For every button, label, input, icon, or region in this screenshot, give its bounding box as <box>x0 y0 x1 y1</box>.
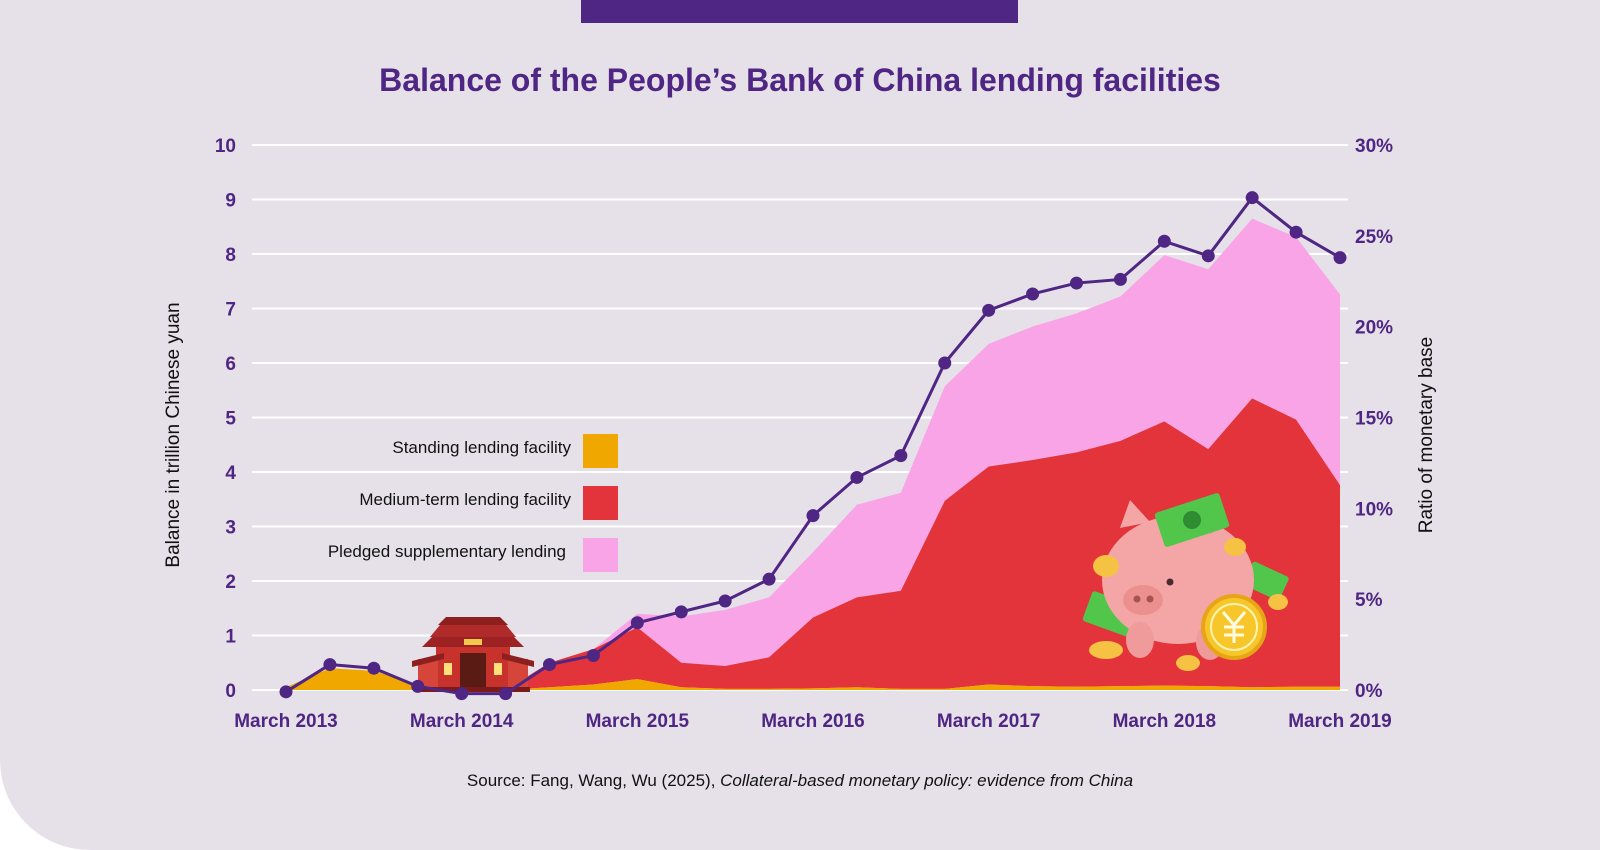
ratio-point <box>806 509 820 523</box>
ratio-point <box>982 303 996 317</box>
ratio-point <box>894 449 908 463</box>
ratio-point <box>938 356 952 370</box>
ratio-point <box>367 661 381 675</box>
legend: Standing lending facility Medium-term le… <box>328 434 618 572</box>
ratio-point <box>455 687 469 701</box>
ratio-point <box>543 658 556 672</box>
ratio-point <box>762 572 776 586</box>
left-tick-label: 6 <box>225 354 236 375</box>
right-axis-title: Ratio of monetary base <box>1416 337 1437 533</box>
left-axis-title: Balance in trillion Chinese yuan <box>163 302 184 567</box>
left-tick-label: 3 <box>225 518 236 539</box>
x-tick-label: March 2013 <box>234 711 338 732</box>
chinese-gate-icon <box>412 617 534 692</box>
legend-label-standing: Standing lending facility <box>392 438 571 457</box>
ratio-point <box>1201 249 1215 263</box>
legend-swatch-pledged <box>583 538 618 572</box>
source-prefix: Source: Fang, Wang, Wu (2025), <box>466 771 721 790</box>
x-tick-label: March 2019 <box>1288 711 1392 732</box>
area-pledged <box>286 218 1340 690</box>
axis-ticks: 0 1 2 3 4 5 6 7 8 9 10 0% 5% 10% 15% 20% 25% 30% March 201… <box>215 136 1393 732</box>
ratio-point <box>718 594 732 608</box>
ratio-point <box>1289 225 1303 239</box>
right-tick-label: 5% <box>1355 590 1383 611</box>
right-tick-label: 15% <box>1355 409 1393 430</box>
top-accent-bar <box>581 0 1018 23</box>
area-standing <box>286 668 1340 690</box>
left-tick-label: 7 <box>225 300 236 321</box>
ratio-point <box>1070 276 1083 290</box>
source-note: Source: Fang, Wang, Wu (2025), Collatera… <box>0 771 1600 791</box>
ratio-point <box>279 685 293 699</box>
left-tick-label: 8 <box>225 245 236 266</box>
ratio-point <box>850 470 864 484</box>
left-tick-label: 0 <box>225 681 236 702</box>
ratio-point <box>630 616 644 630</box>
right-tick-label: 10% <box>1355 499 1393 520</box>
left-tick-label: 5 <box>225 409 236 430</box>
ratio-point <box>1157 234 1171 248</box>
right-tick-label: 25% <box>1355 227 1393 248</box>
area-series <box>286 218 1340 690</box>
legend-swatch-medium <box>583 486 618 520</box>
ratio-point <box>499 687 513 701</box>
ratio-point <box>586 648 600 662</box>
ratio-line-series <box>279 191 1347 701</box>
left-tick-label: 9 <box>225 191 236 212</box>
area-medium <box>286 398 1340 690</box>
left-tick-label: 10 <box>215 136 236 157</box>
left-tick-label: 1 <box>225 627 236 648</box>
chart-title: Balance of the People’s Bank of China le… <box>379 62 1221 98</box>
ratio-point <box>1333 251 1347 265</box>
legend-label-pledged: Pledged supplementary lending <box>328 542 566 561</box>
piggy-bank-yuan-icon <box>1082 493 1289 671</box>
x-tick-label: March 2014 <box>410 711 514 732</box>
x-tick-label: March 2018 <box>1113 711 1217 732</box>
x-tick-label: March 2016 <box>761 711 865 732</box>
ratio-point <box>1113 272 1127 286</box>
legend-swatch-standing <box>583 434 618 468</box>
ratio-point <box>674 605 688 619</box>
x-tick-label: March 2015 <box>586 711 690 732</box>
ratio-point <box>411 679 425 693</box>
left-tick-label: 4 <box>225 463 236 484</box>
left-tick-label: 2 <box>225 572 236 593</box>
right-tick-label: 0% <box>1355 681 1383 702</box>
right-tick-label: 20% <box>1355 318 1393 339</box>
right-tick-label: 30% <box>1355 136 1393 157</box>
ratio-point <box>1026 287 1040 301</box>
ratio-point <box>323 658 337 672</box>
x-tick-label: March 2017 <box>937 711 1041 732</box>
ratio-point <box>1245 191 1259 205</box>
legend-label-medium: Medium-term lending facility <box>359 490 571 509</box>
source-title: Collateral-based monetary policy: eviden… <box>720 771 1134 790</box>
